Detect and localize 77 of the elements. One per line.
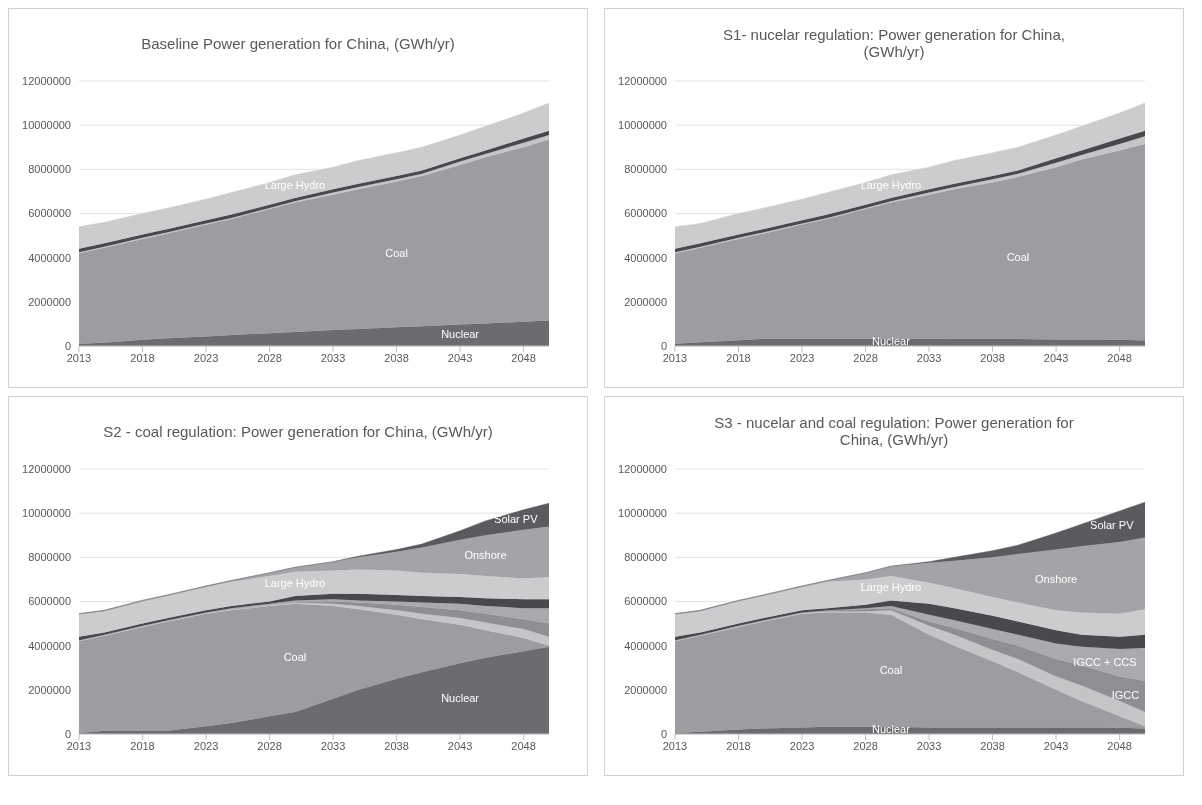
y-tick-label: 12000000	[618, 74, 667, 87]
y-tick-label: 10000000	[618, 119, 667, 132]
x-tick-label: 2048	[511, 739, 536, 752]
y-tick-label: 8000000	[28, 551, 71, 564]
x-tick-label: 2018	[130, 739, 155, 752]
y-tick-label: 4000000	[28, 251, 71, 264]
y-tick-label: 12000000	[618, 462, 667, 475]
x-tick-label: 2033	[320, 351, 346, 364]
y-tick-label: 10000000	[22, 119, 71, 132]
x-tick-label: 2038	[980, 351, 1005, 364]
y-tick-label: 0	[660, 339, 667, 352]
x-tick-label: 2023	[193, 351, 219, 364]
series-label: Onshore	[464, 548, 507, 561]
x-tick-label: 2023	[193, 739, 219, 752]
y-tick-label: 0	[64, 727, 71, 740]
x-tick-label: 2038	[384, 351, 409, 364]
y-tick-label: 4000000	[624, 251, 667, 264]
y-tick-label: 12000000	[22, 74, 71, 87]
x-tick-label: 2013	[66, 739, 92, 752]
series-label: Nuclear	[441, 328, 480, 341]
chart-title: Baseline Power generation for China, (GWh/yr)	[140, 33, 456, 54]
x-tick-label: 2023	[789, 739, 815, 752]
y-tick-label: 6000000	[28, 595, 71, 608]
x-tick-label: 2028	[853, 739, 878, 752]
series-label: Coal	[283, 650, 307, 663]
y-tick-label: 6000000	[624, 595, 667, 608]
chart-title: S1- nucelar regulation: Power generation for China, (GWh/yr)	[722, 25, 1066, 62]
x-tick-label: 2018	[726, 351, 751, 364]
y-tick-label: 0	[64, 339, 71, 352]
series-label: Coal	[1006, 250, 1030, 263]
x-tick-label: 2048	[1107, 351, 1132, 364]
series-label: IGCC + CCS	[1073, 655, 1137, 668]
x-tick-label: 2018	[130, 351, 155, 364]
x-tick-label: 2048	[1107, 739, 1132, 752]
series-label: IGCC	[1111, 689, 1140, 702]
x-tick-label: 2043	[1043, 739, 1069, 752]
chart-title: S2 - coal regulation: Power generation for China, (GWh/yr)	[102, 421, 494, 442]
y-tick-label: 2000000	[624, 683, 667, 696]
series-label: Onshore	[1034, 572, 1078, 585]
x-tick-label: 2033	[320, 739, 346, 752]
x-tick-label: 2033	[916, 739, 942, 752]
y-tick-label: 2000000	[624, 295, 667, 308]
x-tick-label: 2033	[916, 351, 942, 364]
x-tick-label: 2038	[384, 739, 409, 752]
series-label: Solar PV	[1090, 519, 1135, 532]
x-tick-label: 2013	[662, 351, 688, 364]
y-tick-label: 2000000	[28, 295, 71, 308]
x-tick-label: 2023	[789, 351, 815, 364]
y-tick-label: 2000000	[28, 683, 71, 696]
y-tick-label: 4000000	[624, 639, 667, 652]
y-tick-label: 8000000	[624, 163, 667, 176]
series-label: Nuclear	[871, 335, 911, 348]
y-tick-label: 10000000	[22, 507, 71, 520]
y-tick-label: 6000000	[624, 207, 667, 220]
x-tick-label: 2038	[980, 739, 1005, 752]
x-tick-label: 2028	[853, 351, 878, 364]
x-tick-label: 2013	[662, 739, 688, 752]
x-tick-label: 2048	[511, 351, 536, 364]
series-label: Coal	[879, 663, 903, 676]
x-tick-label: 2013	[66, 351, 92, 364]
series-label: Nuclear	[871, 723, 911, 736]
chart-title: S3 - nucelar and coal regulation: Power generation for China, (GWh/yr)	[713, 413, 1075, 450]
y-tick-label: 12000000	[22, 462, 71, 475]
y-tick-label: 6000000	[28, 207, 71, 220]
x-tick-label: 2043	[447, 351, 473, 364]
x-tick-label: 2028	[257, 739, 282, 752]
series-label: Nuclear	[441, 691, 480, 704]
x-tick-label: 2028	[257, 351, 282, 364]
x-tick-label: 2043	[1043, 351, 1069, 364]
y-tick-label: 8000000	[28, 163, 71, 176]
y-tick-label: 8000000	[624, 551, 667, 564]
x-tick-label: 2018	[726, 739, 751, 752]
x-tick-label: 2043	[447, 739, 473, 752]
y-tick-label: 0	[660, 727, 667, 740]
y-tick-label: 4000000	[28, 639, 71, 652]
y-tick-label: 10000000	[618, 507, 667, 520]
series-label: Coal	[385, 247, 408, 260]
